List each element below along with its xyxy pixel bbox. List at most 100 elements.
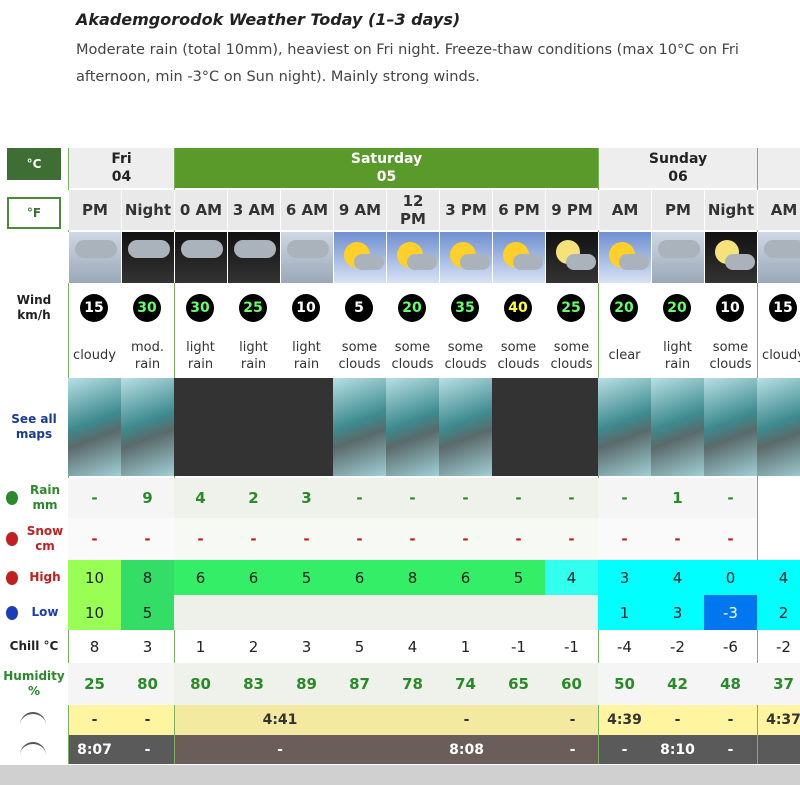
low-temp: -3 bbox=[704, 595, 757, 630]
row-label: Snow cm bbox=[0, 518, 68, 560]
snow-value: - bbox=[280, 518, 333, 560]
rain-value: - bbox=[439, 478, 492, 518]
map-thumbnail[interactable] bbox=[704, 378, 757, 476]
snow-value: - bbox=[545, 518, 598, 560]
map-thumbnail[interactable] bbox=[68, 378, 121, 476]
sunset-time: - bbox=[569, 741, 576, 758]
humidity: 60 bbox=[545, 663, 598, 705]
condition: some clouds bbox=[333, 333, 386, 378]
condition-text: light bbox=[239, 339, 268, 355]
condition: some clouds bbox=[704, 333, 757, 378]
rain-value: 4 bbox=[174, 478, 227, 518]
map-thumbnail[interactable] bbox=[545, 378, 598, 476]
wind-chill: 8 bbox=[89, 637, 100, 656]
condition: cloudy bbox=[757, 333, 800, 378]
summary: Moderate rain (total 10mm), heaviest on … bbox=[76, 42, 739, 85]
wind-chill: 1 bbox=[195, 637, 206, 656]
celsius-button[interactable]: °C bbox=[7, 148, 61, 180]
rain-value: - bbox=[492, 478, 545, 518]
high-temp: 8 bbox=[121, 560, 174, 595]
label-text: km/h bbox=[17, 308, 51, 322]
sunrise-row bbox=[69, 705, 174, 735]
scrollbar[interactable] bbox=[0, 765, 800, 785]
cloud bbox=[407, 254, 437, 270]
high-temp: 6 bbox=[439, 560, 492, 595]
time-label: 3 PM bbox=[439, 190, 492, 230]
wind-cell: 10 bbox=[704, 285, 757, 331]
cloud bbox=[234, 240, 276, 258]
sunrise-time: - bbox=[144, 712, 151, 728]
low-temp bbox=[174, 595, 227, 630]
label-text: % bbox=[27, 684, 41, 698]
wind-cell: 25 bbox=[545, 285, 598, 331]
condition-text: some bbox=[447, 339, 484, 355]
condition-text: clear bbox=[608, 348, 641, 363]
map-thumbnail[interactable] bbox=[439, 378, 492, 476]
map-thumbnail[interactable] bbox=[333, 378, 386, 476]
snow-value: - bbox=[227, 518, 280, 560]
high-temp: 5 bbox=[280, 560, 333, 595]
wind-speed: 10 bbox=[716, 294, 744, 322]
humidity: 80 bbox=[174, 663, 227, 705]
weather-icon bbox=[68, 232, 121, 283]
condition-text: some bbox=[394, 339, 431, 355]
low-temp bbox=[545, 595, 598, 630]
map-thumbnail[interactable] bbox=[386, 378, 439, 476]
condition-text: cloudy bbox=[762, 348, 800, 363]
cloud bbox=[354, 254, 384, 270]
high-temp: 5 bbox=[492, 560, 545, 595]
wind-speed: 15 bbox=[80, 294, 108, 322]
snow-value: - bbox=[598, 518, 651, 560]
map-thumbnail[interactable] bbox=[227, 378, 280, 476]
map-thumbnail[interactable] bbox=[492, 378, 545, 476]
rain-value: - bbox=[545, 478, 598, 518]
weather-icon bbox=[280, 232, 333, 283]
row-icon bbox=[6, 605, 18, 620]
map-thumbnail[interactable] bbox=[598, 378, 651, 476]
row-label: High bbox=[0, 560, 68, 595]
label-text[interactable]: See all bbox=[11, 412, 57, 426]
humidity: 48 bbox=[704, 663, 757, 705]
time-label: PM bbox=[651, 190, 704, 230]
wind-chill: -4 bbox=[617, 637, 632, 656]
cloud bbox=[287, 240, 329, 258]
sunrise-row bbox=[758, 705, 800, 735]
wind-cell: 35 bbox=[439, 285, 492, 331]
wind-speed: 40 bbox=[504, 294, 532, 322]
high-temp: 8 bbox=[386, 560, 439, 595]
map-thumbnail[interactable] bbox=[121, 378, 174, 476]
map-thumbnail[interactable] bbox=[174, 378, 227, 476]
rain-value: - bbox=[68, 478, 121, 518]
time-label: PM bbox=[68, 190, 121, 230]
row-label: Humidity% bbox=[0, 663, 68, 705]
map-thumbnail[interactable] bbox=[280, 378, 333, 476]
label-text[interactable]: maps bbox=[15, 427, 53, 441]
low-temp bbox=[280, 595, 333, 630]
map-thumbnail[interactable] bbox=[651, 378, 704, 476]
sunset-row bbox=[69, 735, 174, 764]
rain-value: 2 bbox=[227, 478, 280, 518]
humidity: 78 bbox=[386, 663, 439, 705]
snow-value: - bbox=[651, 518, 704, 560]
weather-icon bbox=[333, 232, 386, 283]
humidity: 83 bbox=[227, 663, 280, 705]
time-label: AM bbox=[757, 190, 800, 230]
sunset-time: 8:10 bbox=[660, 741, 695, 758]
condition-text: rain bbox=[664, 356, 691, 372]
time-label: 0 AM bbox=[174, 190, 227, 230]
wind-cell: 30 bbox=[121, 285, 174, 331]
humidity: 50 bbox=[598, 663, 651, 705]
label-text: mm bbox=[32, 498, 58, 512]
map-thumbnail[interactable] bbox=[757, 378, 800, 476]
humidity: 65 bbox=[492, 663, 545, 705]
weather-icon bbox=[439, 232, 492, 283]
sunrise-time: 4:37 bbox=[766, 712, 800, 728]
day-date: 05 bbox=[376, 169, 397, 185]
fahrenheit-button[interactable]: °F bbox=[7, 197, 61, 229]
time-label: 9 PM bbox=[545, 190, 598, 230]
weather-icon bbox=[174, 232, 227, 283]
high-temp: 3 bbox=[598, 560, 651, 595]
rain-value: - bbox=[598, 478, 651, 518]
humidity: 42 bbox=[651, 663, 704, 705]
cloud bbox=[566, 254, 596, 270]
